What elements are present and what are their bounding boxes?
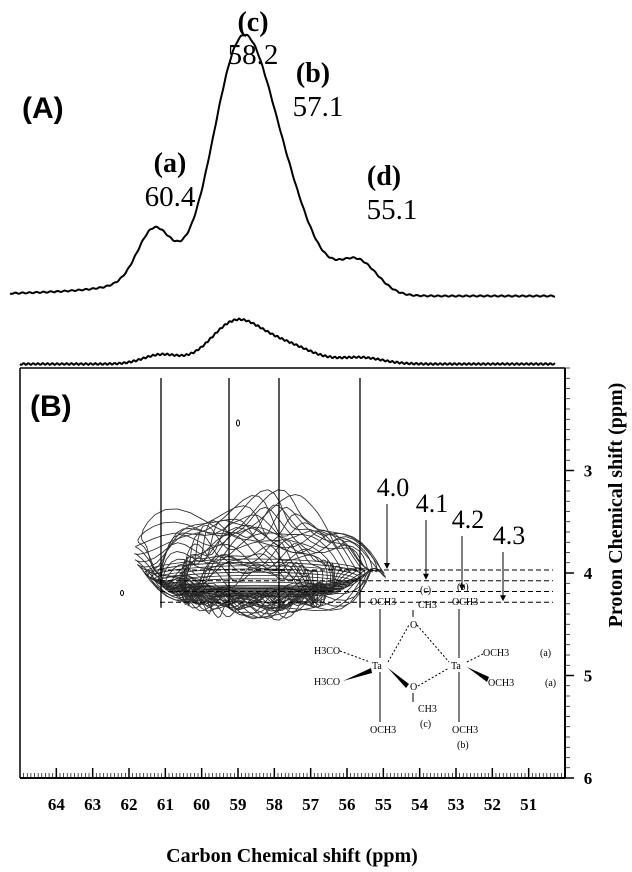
x-tick-label: 61: [157, 795, 174, 814]
x-tick-label: 64: [48, 795, 66, 814]
x-tick-label: 55: [375, 795, 392, 814]
contour-band: [144, 558, 366, 588]
mol-bond: [416, 624, 450, 663]
mol-bond: [417, 667, 450, 687]
tantalum-methoxide-dimer-structure: OCH3 CH3 OCH3 H3CO H3CO Ta Ta O O OCH3 O…: [314, 582, 556, 751]
mol-right-upper-och3: OCH3: [483, 648, 509, 659]
mol-left-upper-h3co: H3CO: [314, 646, 340, 657]
mol-site-c-bottom: (c): [420, 719, 431, 730]
mol-wedge-bond: [467, 667, 489, 682]
mol-top-left-och3: OCH3: [370, 597, 396, 608]
x-axis-ticks: 64 63 62 61 60 59 58 57 56 55 54 53 52 51: [23, 768, 562, 814]
y-tick-label: 3: [584, 462, 593, 481]
mol-bottom-left-och3: OCH3: [370, 725, 396, 736]
x-axis-title: Carbon Chemical shift (ppm): [166, 845, 418, 867]
contour-level: [134, 495, 378, 618]
mol-bridge-o-lower: O: [410, 682, 417, 693]
mol-top-right-och3: OCH3: [452, 597, 478, 608]
proton-shift-label: 4.0: [377, 473, 410, 502]
contour-level: [135, 489, 383, 619]
contour-plot: [120, 419, 387, 621]
mol-site-a-lower: (a): [545, 678, 556, 689]
contour-band: [156, 571, 354, 592]
x-tick-label: 53: [448, 795, 465, 814]
contour-band: [171, 588, 339, 598]
proton-shift-label: 4.3: [493, 521, 526, 550]
mol-ta-right: Ta: [451, 661, 461, 672]
contour-band: [147, 561, 363, 589]
peak-labels: (a)60.4 (c)58.2 (b)57.1 (d)55.1: [145, 7, 418, 226]
proton-shift-label: 4.2: [452, 505, 485, 534]
peak-shift-label: 60.4: [145, 181, 196, 213]
y-axis-title: Proton Chemical shift (ppm): [605, 383, 627, 628]
x-tick-label: 63: [84, 795, 101, 814]
panel-b-hetcor: (B) 4.04.14.24.3 64 63 62 61 60 59 58 57 56 55 54 5…: [19, 367, 627, 867]
spectrum-1d-line: [9, 33, 556, 298]
proton-shift-arrowhead: [459, 584, 465, 591]
x-tick-label: 57: [302, 795, 320, 814]
mol-left-lower-h3co: H3CO: [314, 677, 340, 688]
mol-bond: [387, 624, 410, 663]
panel-a-spectrum: (A) (a)60.4 (c)58.2 (b)57.1 (d)55.1: [9, 7, 556, 366]
contour-level: [180, 553, 324, 609]
mol-site-b-top: (b): [457, 582, 469, 593]
mol-top-bridge-ch3: CH3: [418, 600, 437, 611]
proton-shift-arrowhead: [384, 563, 390, 569]
mol-bridge-o-upper: O: [410, 620, 417, 631]
contour-spot: [120, 590, 124, 596]
x-tick-label: 52: [484, 795, 501, 814]
y-tick-label: 4: [584, 564, 593, 583]
y-tick-label: 6: [584, 769, 593, 788]
mol-wedge-bond: [388, 668, 409, 688]
carbon-guide-lines: [160, 378, 361, 608]
x-tick-label: 60: [193, 795, 210, 814]
peak-shift-label: 58.2: [228, 39, 279, 71]
mol-wedge-bond: [343, 668, 372, 681]
contour-band: [168, 584, 342, 597]
x-tick-label: 62: [121, 795, 138, 814]
peak-shift-label: 55.1: [367, 194, 418, 226]
contour-band: [162, 578, 348, 594]
peak-letter-label: (c): [237, 7, 268, 38]
proton-shift-arrowhead: [423, 573, 429, 580]
mol-site-a-upper: (a): [540, 648, 551, 659]
mol-site-c-top: (c): [420, 585, 431, 596]
panel-b-label: (B): [30, 390, 72, 423]
proton-shift-arrowhead: [500, 595, 506, 602]
contour-level: [134, 505, 373, 614]
y-tick-label: 5: [584, 667, 593, 686]
mol-bond: [466, 653, 484, 663]
contour-spot: [236, 419, 240, 427]
contour-level: [182, 555, 316, 609]
spectrum-projection-line: [19, 317, 556, 366]
peak-letter-label: (a): [154, 148, 187, 179]
x-tick-label: 56: [339, 795, 356, 814]
contour-band: [159, 575, 351, 593]
contour-band: [150, 565, 360, 590]
proton-shift-guides: 4.04.14.2 4.3: [160, 473, 553, 603]
peak-letter-label: (b): [296, 58, 330, 89]
y-axis-ticks: 3 4 5 6: [565, 367, 593, 788]
mol-bond: [339, 650, 371, 663]
contour-band: [153, 568, 357, 591]
x-tick-label: 58: [266, 795, 283, 814]
mol-right-lower-och3: OCH3: [488, 678, 514, 689]
x-tick-label: 51: [520, 795, 537, 814]
x-tick-label: 59: [230, 795, 247, 814]
contour-level: [181, 545, 326, 610]
mol-bottom-right-och3: OCH3: [452, 725, 478, 736]
mol-site-b-bottom: (b): [457, 740, 469, 751]
peak-shift-label: 57.1: [293, 91, 344, 123]
mol-bottom-bridge-ch3: CH3: [418, 704, 437, 715]
proton-shift-label: 4.1: [416, 489, 449, 518]
contour-level: [137, 489, 385, 615]
panel-a-label: (A): [22, 92, 64, 125]
x-tick-label: 54: [411, 795, 429, 814]
mol-ta-left: Ta: [372, 661, 382, 672]
contour-band: [165, 581, 345, 596]
peak-letter-label: (d): [367, 161, 401, 192]
